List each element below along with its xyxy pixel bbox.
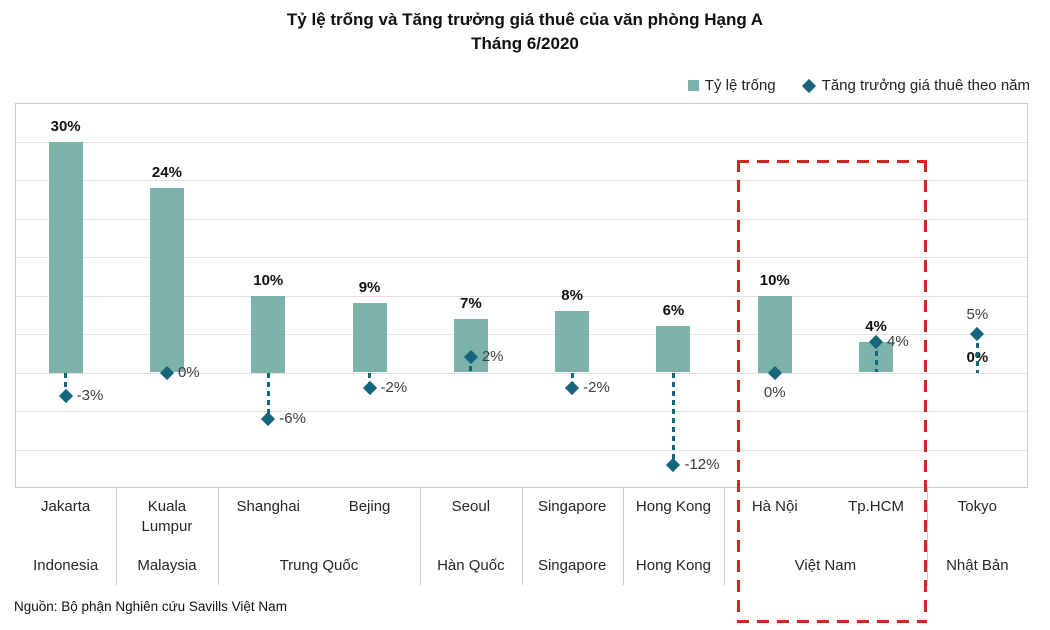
growth-value-label: 4% (887, 332, 909, 350)
country-label: Việt Nam (794, 557, 857, 574)
bar-value-label: 8% (561, 286, 583, 304)
growth-value-label: 0% (763, 383, 786, 401)
country-label: Trung Quốc (279, 557, 359, 574)
city-label: Shanghai (236, 498, 300, 515)
growth-value-label: 5% (966, 306, 989, 323)
chart-legend: Tỷ lệ trống Tăng trưởng giá thuê theo nă… (687, 77, 1030, 94)
gridline (16, 411, 1027, 412)
gridline (16, 218, 1027, 220)
legend-item-vacancy: Tỷ lệ trống (687, 77, 776, 94)
city-label: Tp.HCM (848, 498, 904, 515)
group-divider (926, 488, 928, 585)
growth-connector-dash (570, 372, 574, 388)
growth-value-label: -2% (583, 378, 610, 396)
country-label: Malaysia (137, 557, 197, 574)
legend-vacancy-label: Tỷ lệ trống (704, 77, 776, 94)
city-label: Singapore (537, 498, 607, 515)
chart-title: Tỷ lệ trống và Tăng trưởng giá thuê của … (0, 8, 1050, 56)
bar-value-label: 24% (151, 163, 182, 181)
city-label: Bejing (348, 498, 391, 515)
chart-title-line2: Tháng 6/2020 (471, 34, 579, 53)
vacancy-bar (251, 295, 286, 373)
city-label: Seoul (451, 498, 491, 515)
country-label: Indonesia (33, 557, 99, 574)
bar-value-label: 6% (662, 302, 685, 320)
growth-connector-dash (469, 357, 473, 373)
group-divider (521, 488, 523, 585)
country-label: Nhật Bản (946, 557, 1009, 574)
growth-connector-dash (671, 372, 675, 465)
city-label: Hà Nội (751, 498, 798, 515)
gridline (16, 334, 1027, 335)
vacancy-bar (352, 303, 387, 373)
city-label: Hong Kong (635, 498, 711, 515)
bar-value-label: 10% (759, 271, 790, 289)
vacancy-bar (757, 295, 792, 373)
legend-growth-label: Tăng trưởng giá thuê theo năm (821, 77, 1030, 94)
growth-value-label: -3% (76, 386, 104, 404)
group-divider (217, 488, 219, 585)
bar-value-label: 9% (358, 279, 381, 297)
group-divider (724, 488, 726, 585)
bar-value-label: 30% (50, 117, 81, 135)
highlight-box-top (737, 160, 927, 163)
country-label: Hàn Quốc (437, 557, 505, 574)
growth-value-label: -6% (279, 409, 306, 427)
highlight-box-bottom (737, 620, 927, 623)
growth-value-label: 0% (177, 363, 200, 381)
growth-connector-dash (64, 372, 68, 396)
growth-connector-dash (874, 341, 878, 373)
vacancy-bar (149, 187, 184, 373)
group-divider (622, 488, 624, 585)
gridline (16, 141, 1027, 143)
bar-value-label: 7% (460, 294, 482, 312)
city-label: Jakarta (41, 498, 91, 515)
gridline (16, 449, 1027, 451)
group-divider (116, 488, 118, 585)
vacancy-bar (656, 326, 691, 373)
bar-value-label: 10% (253, 271, 284, 289)
gridline (16, 180, 1027, 181)
country-label: Singapore (537, 557, 607, 574)
gridline (16, 295, 1027, 297)
city-label: Tokyo (957, 498, 997, 515)
growth-connector-dash (975, 334, 979, 373)
chart-title-line1: Tỷ lệ trống và Tăng trưởng giá thuê của … (286, 10, 764, 29)
gridline (16, 372, 1027, 374)
legend-item-growth: Tăng trưởng giá thuê theo năm (801, 77, 1030, 94)
highlight-box-left (737, 160, 741, 623)
country-label: Hong Kong (635, 557, 711, 574)
source-note: Nguồn: Bộ phận Nghiên cứu Savills Việt N… (14, 599, 287, 614)
growth-connector-dash (266, 372, 270, 419)
growth-connector-dash (368, 372, 372, 388)
gridline (16, 257, 1027, 258)
growth-diamond-icon (801, 78, 816, 93)
growth-value-label: 2% (481, 348, 504, 366)
growth-value-label: -12% (684, 455, 720, 473)
vacancy-bar (48, 141, 83, 373)
vacancy-square-icon (687, 80, 699, 91)
city-label: Kuala Lumpur (141, 498, 193, 535)
group-divider (420, 488, 422, 585)
growth-value-label: -2% (380, 378, 408, 396)
vacancy-bar (555, 310, 590, 373)
highlight-box-right (923, 160, 927, 623)
bar-value-label: 4% (865, 317, 887, 335)
